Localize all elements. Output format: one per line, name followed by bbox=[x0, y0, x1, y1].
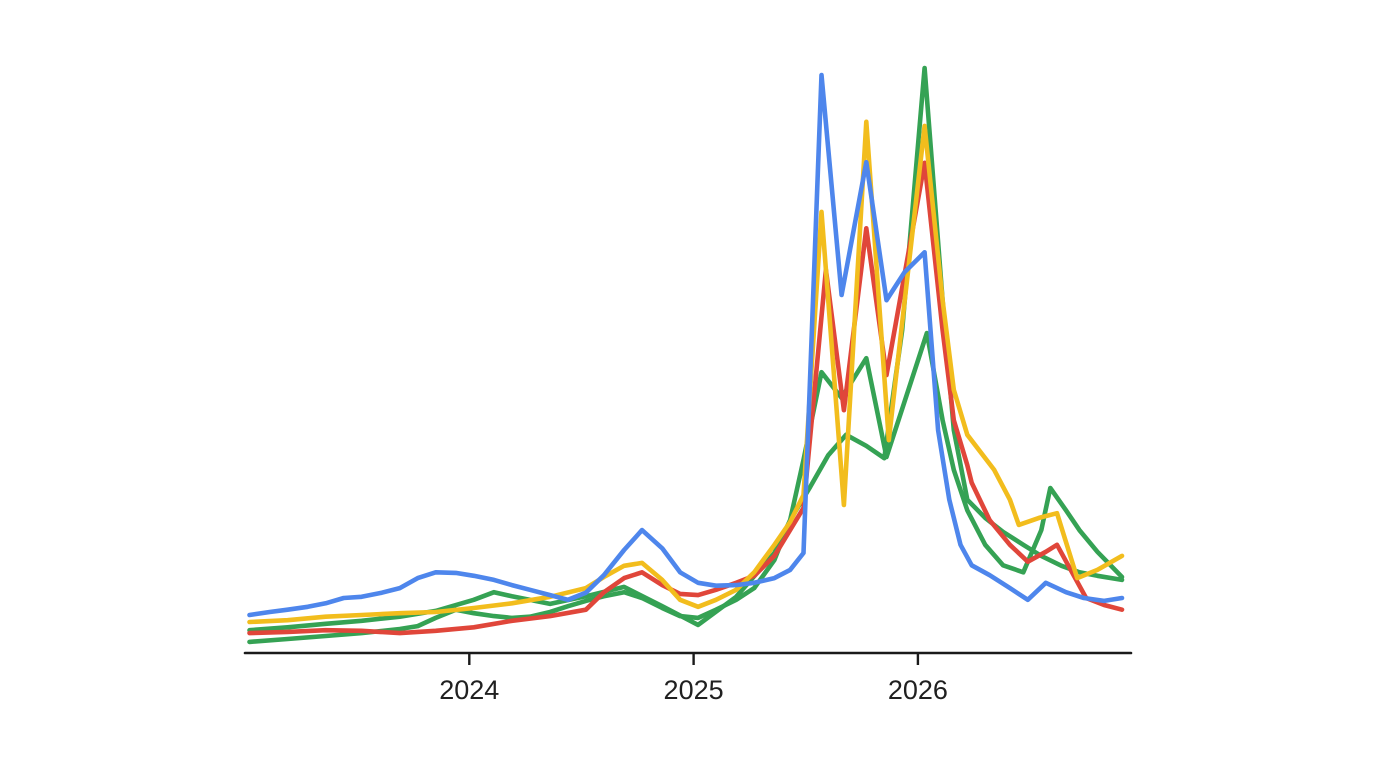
series-line-blue bbox=[247, 72, 1125, 618]
x-tick-label-2026: 2026 bbox=[887, 675, 948, 705]
series-line-yellow bbox=[247, 119, 1125, 625]
x-tick-label-2025: 2025 bbox=[663, 675, 724, 705]
x-tick-label-2024: 2024 bbox=[439, 675, 500, 705]
series-line-green bbox=[247, 65, 1125, 633]
series-line-red bbox=[247, 160, 1125, 636]
